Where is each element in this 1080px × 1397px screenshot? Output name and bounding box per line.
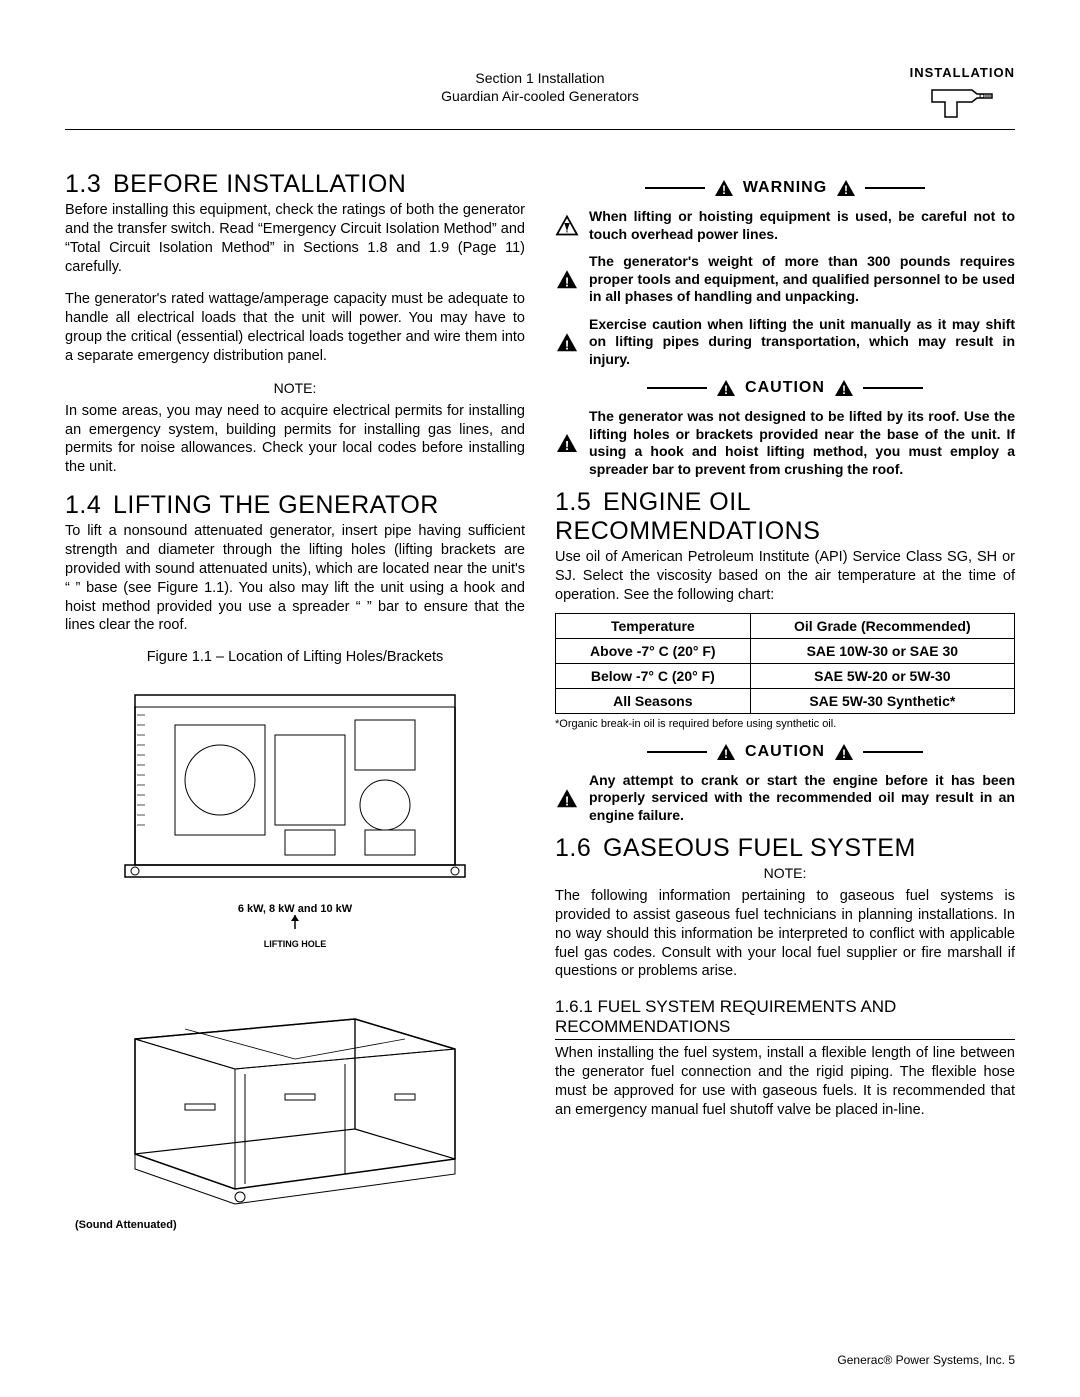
sec16-p1: The following information pertaining to …: [555, 887, 1015, 981]
fig-arrow: [245, 915, 345, 933]
warning-bar: ! WARNING !: [555, 178, 1015, 198]
svg-text:!: !: [724, 383, 728, 397]
oil-grade-table: Temperature Oil Grade (Recommended) Abov…: [555, 613, 1015, 714]
hazard-triangle-icon: !: [555, 408, 579, 478]
warning-triangle-icon: !: [713, 178, 735, 198]
table-header-temp: Temperature: [556, 613, 751, 638]
page-footer: Generac® Power Systems, Inc. 5: [837, 1353, 1015, 1367]
svg-text:!: !: [844, 183, 848, 197]
sec15-p1: Use oil of American Petroleum Institute …: [555, 548, 1015, 605]
right-column: ! WARNING ! When lifting or hoisting equ…: [555, 170, 1015, 1231]
svg-text:!: !: [565, 793, 569, 808]
fig-label-1: 6 kW, 8 kW and 10 kW: [65, 903, 525, 915]
sec16-p2: When installing the fuel system, install…: [555, 1044, 1015, 1119]
svg-text:!: !: [842, 747, 846, 761]
figure-1-1-bottom: [65, 959, 525, 1209]
warning-label: WARNING: [743, 179, 827, 197]
svg-text:!: !: [842, 383, 846, 397]
sec13-p2: The generator's rated wattage/amperage c…: [65, 290, 525, 365]
section-1-4-title: 1.4LIFTING THE GENERATOR: [65, 491, 525, 520]
warning-item-2: ! The generator's weight of more than 30…: [555, 253, 1015, 306]
svg-text:!: !: [565, 438, 569, 453]
warning-triangle-icon: !: [835, 178, 857, 198]
page-header: Section 1 Installation Guardian Air-cool…: [65, 70, 1015, 130]
warning-item-3: ! Exercise caution when lifting the unit…: [555, 316, 1015, 369]
svg-text:!: !: [724, 747, 728, 761]
drill-icon: [927, 82, 997, 122]
svg-text:!: !: [565, 337, 569, 352]
figure-1-1-top: 6 kW, 8 kW and 10 kW LIFTING HOLE: [65, 675, 525, 949]
caution-triangle-icon: !: [833, 742, 855, 762]
sec13-p1: Before installing this equipment, check …: [65, 201, 525, 276]
hazard-triangle-icon: [555, 208, 579, 243]
sec13-p3: In some areas, you may need to acquire e…: [65, 402, 525, 477]
header-subtitle: Guardian Air-cooled Generators: [441, 88, 639, 104]
hazard-triangle-icon: !: [555, 253, 579, 306]
caution-triangle-icon: !: [715, 742, 737, 762]
table-row: All Seasons SAE 5W-30 Synthetic*: [556, 688, 1015, 713]
sec16-note: NOTE:: [555, 865, 1015, 881]
header-section-line: Section 1 Installation: [441, 70, 639, 86]
section-1-6-title: 1.6GASEOUS FUEL SYSTEM: [555, 834, 1015, 863]
table-row: Below -7° C (20° F) SAE 5W-20 or 5W-30: [556, 663, 1015, 688]
warning-item-1: When lifting or hoisting equipment is us…: [555, 208, 1015, 243]
svg-text:!: !: [722, 183, 726, 197]
caution-bar-1: ! CAUTION !: [555, 378, 1015, 398]
left-column: 1.3BEFORE INSTALLATION Before installing…: [65, 170, 525, 1231]
table-header-grade: Oil Grade (Recommended): [750, 613, 1014, 638]
caution-bar-2: ! CAUTION !: [555, 742, 1015, 762]
installation-label: INSTALLATION: [910, 65, 1015, 80]
section-1-3-title: 1.3BEFORE INSTALLATION: [65, 170, 525, 199]
header-center: Section 1 Installation Guardian Air-cool…: [441, 70, 639, 104]
caution1-item-1: ! The generator was not designed to be l…: [555, 408, 1015, 478]
svg-text:!: !: [565, 274, 569, 289]
caution-triangle-icon: !: [715, 378, 737, 398]
sec13-note: NOTE:: [65, 380, 525, 396]
fig-label-2: LIFTING HOLE: [65, 939, 525, 949]
caution-label: CAUTION: [745, 379, 825, 397]
header-right: INSTALLATION: [910, 65, 1015, 127]
table-row: Above -7° C (20° F) SAE 10W-30 or SAE 30: [556, 638, 1015, 663]
caution2-item-1: ! Any attempt to crank or start the engi…: [555, 772, 1015, 825]
section-1-5-title: 1.5ENGINE OIL RECOMMENDATIONS: [555, 488, 1015, 546]
table-footnote: *Organic break-in oil is required before…: [555, 718, 1015, 730]
hazard-triangle-icon: !: [555, 316, 579, 369]
figure-1-1-caption: Figure 1.1 – Location of Lifting Holes/B…: [65, 649, 525, 665]
hazard-triangle-icon: !: [555, 772, 579, 825]
sec14-p1: To lift a nonsound attenuated generator,…: [65, 522, 525, 635]
caution-triangle-icon: !: [833, 378, 855, 398]
caution-label: CAUTION: [745, 743, 825, 761]
fig-label-3: (Sound Attenuated): [65, 1219, 525, 1231]
section-1-6-1-title: 1.6.1 FUEL SYSTEM REQUIREMENTS AND RECOM…: [555, 997, 1015, 1040]
